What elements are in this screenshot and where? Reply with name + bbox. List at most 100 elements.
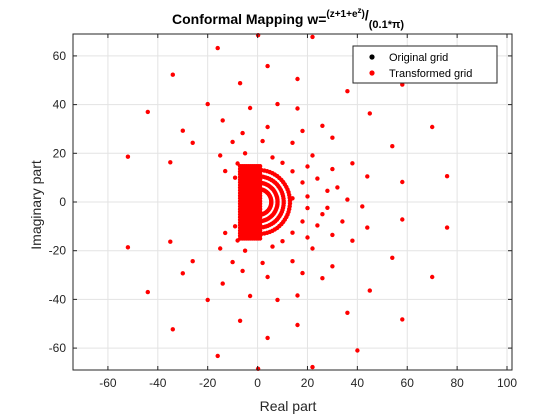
transformed-grid-point [180, 128, 185, 133]
transformed-grid-point [180, 271, 185, 276]
transformed-grid-point [247, 293, 253, 299]
transformed-grid-point [290, 169, 295, 174]
transformed-grid-point [240, 268, 245, 274]
transformed-grid-point [265, 274, 270, 280]
transformed-grid-point [310, 34, 315, 40]
legend-marker-original [369, 54, 375, 60]
y-tick-label: 60 [53, 49, 67, 63]
transformed-grid-point [256, 167, 261, 173]
transformed-grid-point [295, 76, 300, 82]
transformed-grid-point [168, 239, 173, 244]
transformed-grid-point [168, 160, 173, 165]
transformed-grid-point [400, 179, 405, 185]
transformed-grid-point [295, 293, 300, 298]
transformed-grid-point [310, 153, 315, 158]
transformed-grid-point [390, 255, 395, 260]
transformed-grid-point [315, 223, 320, 228]
y-tick-label: -20 [49, 244, 67, 258]
transformed-grid-point [223, 168, 228, 174]
transformed-grid-point [400, 317, 405, 322]
legend-marker-transformed [369, 70, 375, 76]
transformed-grid-point [355, 348, 360, 353]
ticks: -60 -40 -20 0 20 40 60 80 100 -60 -40 -20 0 20 40 60 [49, 34, 517, 390]
transformed-grid-point [430, 124, 435, 130]
transformed-grid-point [444, 174, 450, 179]
transformed-grid-point [232, 224, 238, 229]
y-tick-label: 20 [53, 146, 67, 160]
transformed-grid-point [125, 245, 131, 250]
transformed-grid-point [345, 310, 350, 315]
transformed-grid-point [300, 219, 305, 224]
transformed-grid-point [260, 138, 265, 144]
transformed-grid-point [242, 248, 248, 253]
transformed-grid-point [230, 259, 235, 265]
transformed-grid-point [325, 205, 330, 210]
transformed-grid-point [145, 289, 150, 295]
transformed-grid-point [232, 175, 238, 180]
transformed-grid-point [430, 274, 435, 280]
transformed-grid-point [257, 164, 263, 169]
transformed-grid-point [215, 353, 220, 359]
transformed-grid-point [230, 139, 235, 145]
transformed-grid-point [280, 239, 285, 244]
transformed-grid-point [205, 101, 210, 107]
transformed-grid-point [270, 155, 275, 160]
transformed-grid-point [310, 246, 315, 251]
transformed-grid-point [320, 212, 325, 217]
transformed-grid-point [444, 225, 450, 230]
transformed-grid-point [345, 197, 350, 202]
transformed-grid-point [400, 217, 405, 222]
transformed-grid-point [242, 151, 248, 156]
x-tick-label: 80 [450, 376, 464, 390]
transformed-grid-point [367, 111, 372, 116]
transformed-grid-point [240, 130, 245, 136]
title-exponent-sup: z [358, 6, 362, 15]
transformed-grid-point [275, 297, 280, 303]
legend-box [352, 45, 498, 84]
transformed-grid-point [320, 276, 325, 281]
transformed-grid-point [275, 101, 280, 107]
transformed-grid-point [350, 238, 355, 243]
transformed-grid-point [310, 364, 315, 370]
transformed-grid-point [300, 180, 305, 185]
transformed-grid-point [125, 154, 131, 159]
x-tick-label: 40 [351, 376, 365, 390]
transformed-grid-point [215, 45, 220, 51]
transformed-grid-point [365, 225, 370, 230]
transformed-grid-point [265, 335, 270, 341]
transformed-grid-point [237, 81, 243, 86]
transformed-grid-point [247, 105, 253, 111]
plot-area: -60 -40 -20 0 20 40 60 80 100 -60 -40 -20 0 20 40 60 [49, 33, 517, 390]
y-tick-label: -40 [49, 292, 67, 306]
transformed-grid-point [190, 140, 195, 145]
x-tick-label: 0 [254, 376, 261, 390]
transformed-grid-point [256, 180, 261, 185]
transformed-grid-point [350, 161, 355, 166]
y-axis-label: Imaginary part [28, 160, 44, 250]
transformed-grid-point [260, 260, 265, 266]
transformed-grid-point [300, 270, 305, 276]
transformed-grid-point [218, 246, 223, 251]
transformed-grid-point [330, 232, 335, 238]
transformed-grid-point [315, 176, 320, 181]
x-axis-label: Real part [260, 398, 317, 414]
transformed-grid-point [305, 205, 310, 211]
transformed-grid-point [265, 63, 270, 69]
title-denominator: (0.1*π) [369, 19, 405, 31]
transformed-grid-point [367, 288, 372, 293]
chart-title: Conformal Mapping w=(z+1+ez)/(0.1*π) [172, 6, 404, 31]
title-exponent-close: ) [362, 9, 365, 20]
transformed-grid-point [237, 318, 243, 323]
transformed-grid-point [290, 230, 295, 235]
legend-label-transformed: Transformed grid [389, 68, 472, 80]
transformed-grid-point [345, 89, 350, 94]
title-slash: / [365, 7, 369, 23]
transformed-grid-point [235, 238, 240, 243]
transformed-grid-point [280, 160, 285, 165]
transformed-grid-point [290, 196, 295, 201]
transformed-grid-point [340, 219, 345, 224]
transformed-grid-point [305, 164, 310, 169]
x-tick-label: -60 [99, 376, 117, 390]
transformed-grid-point [235, 161, 240, 166]
transformed-grid-points [125, 33, 450, 371]
